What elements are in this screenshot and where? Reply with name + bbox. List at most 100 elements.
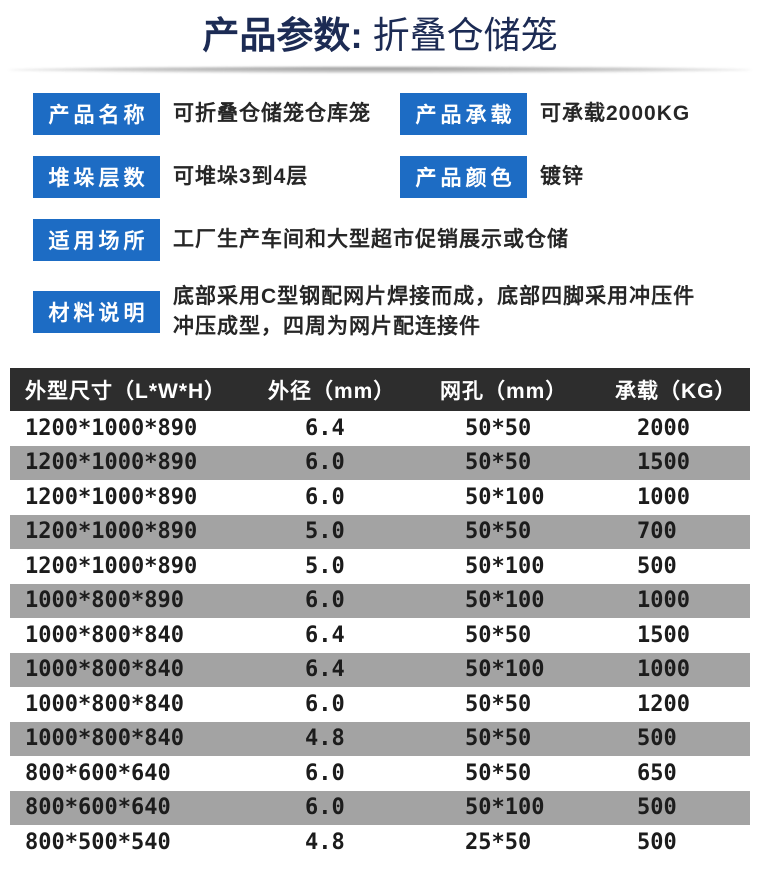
params-table: 外型尺寸（L*W*H） 外径（mm） 网孔（mm） 承载（KG） 1200*10…: [10, 368, 750, 860]
cell-dimensions: 1000*800*840: [25, 622, 184, 648]
cell-load: 500: [637, 726, 677, 752]
cell-diameter: 4.8: [305, 726, 345, 752]
cell-diameter: 6.0: [305, 795, 345, 821]
product-name-value: 可折叠仓储笼仓库笼: [173, 102, 371, 125]
cell-diameter: 6.0: [305, 691, 345, 717]
spec-stack-layers: 堆垛层数 可堆垛3到4层: [33, 156, 400, 198]
cell-diameter: 6.0: [305, 588, 345, 614]
cell-mesh: 50*100: [465, 588, 545, 614]
cell-load: 650: [637, 760, 677, 786]
table-row: 1000*800*840 6.4 50*100 1000: [10, 652, 750, 687]
page-title-product: 折叠仓储笼: [372, 15, 558, 56]
cell-load: 500: [637, 553, 677, 579]
table-row: 1200*1000*890 6.0 50*50 1500: [10, 445, 750, 480]
product-load-value: 可承载2000KG: [540, 102, 691, 125]
cell-load: 1000: [637, 657, 690, 683]
cell-mesh: 50*50: [465, 726, 532, 752]
table-row: 1000*800*840 6.4 50*50 1500: [10, 618, 750, 653]
cell-dimensions: 1200*1000*890: [25, 415, 198, 441]
cell-diameter: 6.0: [305, 484, 345, 510]
table-row: 1200*1000*890 6.4 50*50 2000: [10, 411, 750, 446]
stack-layers-badge: 堆垛层数: [33, 156, 160, 198]
spec-product-name: 产品名称 可折叠仓储笼仓库笼: [33, 93, 400, 135]
material-desc-badge: 材料说明: [33, 291, 160, 333]
material-desc-line2: 冲压成型，四周为网片配连接件: [173, 315, 481, 338]
cell-dimensions: 1000*800*840: [25, 691, 184, 717]
spec-row-4: 材料说明 底部采用C型钢配网片焊接而成，底部四脚采用冲压件 冲压成型，四周为网片…: [33, 282, 760, 342]
cell-mesh: 50*50: [465, 622, 532, 648]
cell-load: 2000: [637, 415, 690, 441]
cell-load: 1000: [637, 484, 690, 510]
cell-mesh: 50*100: [465, 657, 545, 683]
usage-place-value: 工厂生产车间和大型超市促销展示或仓储: [173, 228, 569, 251]
table-row: 1200*1000*890 5.0 50*100 500: [10, 549, 750, 584]
cell-load: 1500: [637, 622, 690, 648]
cell-diameter: 6.0: [305, 450, 345, 476]
cell-mesh: 25*50: [465, 829, 532, 855]
product-name-badge: 产品名称: [33, 93, 160, 135]
page-title-prefix: 产品参数:: [202, 15, 363, 56]
cell-dimensions: 1200*1000*890: [25, 484, 198, 510]
material-desc-value: 底部采用C型钢配网片焊接而成，底部四脚采用冲压件 冲压成型，四周为网片配连接件: [173, 282, 695, 342]
cell-diameter: 4.8: [305, 829, 345, 855]
cell-mesh: 50*100: [465, 484, 545, 510]
cell-diameter: 6.0: [305, 760, 345, 786]
table-body: 1200*1000*890 6.4 50*50 2000 1200*1000*8…: [10, 411, 750, 860]
header-cell-mesh: 网孔（mm）: [440, 379, 568, 403]
cell-dimensions: 1200*1000*890: [25, 450, 198, 476]
spec-product-color: 产品颜色 镀锌: [400, 156, 584, 198]
product-color-badge: 产品颜色: [400, 156, 527, 198]
spec-row-2: 堆垛层数 可堆垛3到4层 产品颜色 镀锌: [33, 156, 760, 198]
table-row: 1000*800*890 6.0 50*100 1000: [10, 583, 750, 618]
cell-diameter: 6.4: [305, 657, 345, 683]
cell-load: 1500: [637, 450, 690, 476]
usage-place-badge: 适用场所: [33, 219, 160, 261]
material-desc-line1: 底部采用C型钢配网片焊接而成，底部四脚采用冲压件: [173, 285, 696, 308]
header-cell-dimensions: 外型尺寸（L*W*H）: [25, 379, 227, 403]
table-row: 800*600*640 6.0 50*50 650: [10, 756, 750, 791]
page-title: 产品参数: 折叠仓储笼: [0, 0, 760, 58]
header-cell-diameter: 外径（mm）: [268, 379, 396, 403]
spec-material-desc: 材料说明 底部采用C型钢配网片焊接而成，底部四脚采用冲压件 冲压成型，四周为网片…: [33, 282, 695, 342]
table-row: 1000*800*840 6.0 50*50 1200: [10, 687, 750, 722]
cell-dimensions: 1200*1000*890: [25, 553, 198, 579]
cell-diameter: 5.0: [305, 519, 345, 545]
cell-mesh: 50*50: [465, 760, 532, 786]
cell-mesh: 50*50: [465, 691, 532, 717]
cell-dimensions: 800*500*540: [25, 829, 171, 855]
cell-load: 1200: [637, 691, 690, 717]
product-color-value: 镀锌: [540, 165, 584, 188]
cell-diameter: 6.4: [305, 415, 345, 441]
product-load-badge: 产品承载: [400, 93, 527, 135]
cell-load: 1000: [637, 588, 690, 614]
cell-mesh: 50*100: [465, 795, 545, 821]
spec-row-3: 适用场所 工厂生产车间和大型超市促销展示或仓储: [33, 219, 760, 261]
table-header-row: 外型尺寸（L*W*H） 外径（mm） 网孔（mm） 承载（KG）: [10, 368, 750, 411]
cell-dimensions: 800*600*640: [25, 760, 171, 786]
table-row: 1200*1000*890 6.0 50*100 1000: [10, 480, 750, 515]
cell-load: 500: [637, 829, 677, 855]
spec-usage-place: 适用场所 工厂生产车间和大型超市促销展示或仓储: [33, 219, 569, 261]
cell-load: 700: [637, 519, 677, 545]
cell-mesh: 50*50: [465, 415, 532, 441]
cell-dimensions: 1000*800*840: [25, 726, 184, 752]
header-cell-load: 承载（KG）: [615, 379, 737, 403]
cell-mesh: 50*100: [465, 553, 545, 579]
cell-dimensions: 1000*800*840: [25, 657, 184, 683]
cell-mesh: 50*50: [465, 519, 532, 545]
cell-load: 500: [637, 795, 677, 821]
title-divider: [8, 67, 752, 73]
cell-dimensions: 1000*800*890: [25, 588, 184, 614]
specs-section: 产品名称 可折叠仓储笼仓库笼 产品承载 可承载2000KG 堆垛层数 可堆垛3到…: [33, 93, 760, 342]
cell-mesh: 50*50: [465, 450, 532, 476]
cell-dimensions: 1200*1000*890: [25, 519, 198, 545]
table-row: 1000*800*840 4.8 50*50 500: [10, 721, 750, 756]
spec-product-load: 产品承载 可承载2000KG: [400, 93, 690, 135]
cell-diameter: 6.4: [305, 622, 345, 648]
stack-layers-value: 可堆垛3到4层: [173, 165, 309, 188]
table-row: 800*600*640 6.0 50*100 500: [10, 790, 750, 825]
cell-dimensions: 800*600*640: [25, 795, 171, 821]
cell-diameter: 5.0: [305, 553, 345, 579]
spec-row-1: 产品名称 可折叠仓储笼仓库笼 产品承载 可承载2000KG: [33, 93, 760, 135]
table-row: 800*500*540 4.8 25*50 500: [10, 825, 750, 860]
